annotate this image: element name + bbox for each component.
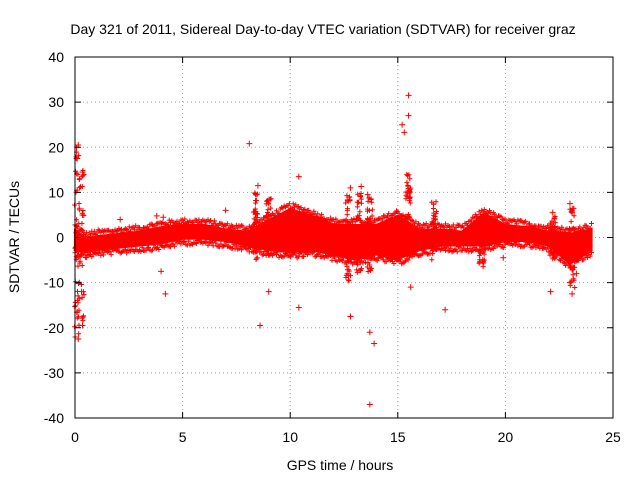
x-tick-label: 10 [282,429,298,445]
data-point-outlier [79,211,86,218]
data-spike [429,199,440,263]
data-point-outlier [158,268,165,275]
data-point-outlier [117,216,124,223]
x-tick-label: 15 [390,429,406,445]
data-spike [364,195,375,275]
data-point-outlier [405,92,412,99]
y-tick-label: 40 [48,49,64,65]
data-point-outlier [295,173,302,180]
data-point-outlier [295,304,302,311]
data-point-outlier [79,322,86,329]
chart-title: Day 321 of 2011, Sidereal Day-to-day VTE… [70,21,575,37]
y-tick-label: -10 [44,275,64,291]
data-spike [343,193,354,284]
data-point-outlier [500,254,507,261]
data-point-outlier [364,191,371,198]
x-tick-label: 25 [605,429,621,445]
y-tick-label: 30 [48,94,64,110]
data-point-outlier [257,322,264,329]
data-point-outlier [75,336,82,343]
data-point-outlier [265,288,272,295]
data-point-outlier [160,214,167,221]
data-point-outlier [347,313,354,320]
x-axis-label: GPS time / hours [287,457,394,473]
data-point-outlier [399,121,406,128]
data-point-outlier [569,209,576,216]
y-tick-label: 20 [48,139,64,155]
data-point-outlier [549,209,556,216]
data-spike [250,190,261,262]
data-point-outlier [366,401,373,408]
ticks [74,56,614,419]
y-tick-label: -40 [44,410,64,426]
data-point-outlier [405,112,412,119]
data-point-outlier [371,340,378,347]
data-spike [403,171,414,257]
data-point-outlier [566,200,573,207]
data-spike [263,196,274,258]
data-point-outlier [573,270,580,277]
data-point-outlier [547,288,554,295]
data-point-outlier [162,290,169,297]
data-point-outlier [347,184,354,191]
y-tick-label: -20 [44,320,64,336]
data-point-outlier [401,129,408,136]
y-tick-label: 10 [48,184,64,200]
data-point-outlier [153,212,160,219]
data-point-outlier [222,207,229,214]
data-point-outlier [442,306,449,313]
data-spike [476,213,487,270]
data-spike [353,190,364,275]
y-tick-label: 0 [56,230,64,246]
x-tick-label: 5 [179,429,187,445]
y-axis-label: SDTVAR / TECUs [6,181,22,293]
data-spike [567,205,578,290]
data-point-outlier [254,182,261,189]
x-tick-label: 0 [71,429,79,445]
tick-labels: 0 5 10 15 20 25 -40 -30 -20 -10 0 10 20 30 40 [44,49,621,445]
data-spike [547,213,558,262]
data-point-outlier [569,290,576,297]
data-point-outlier [566,279,573,286]
data-point-outlier [246,140,253,147]
x-tick-label: 20 [498,429,514,445]
data-point-outlier [79,169,86,176]
data-point-outlier [358,183,365,190]
data-point-outlier [366,329,373,336]
y-tick-label: -30 [44,365,64,381]
data-point-outlier [407,284,414,291]
data-point-outlier [78,288,85,295]
data-layer [72,92,594,408]
